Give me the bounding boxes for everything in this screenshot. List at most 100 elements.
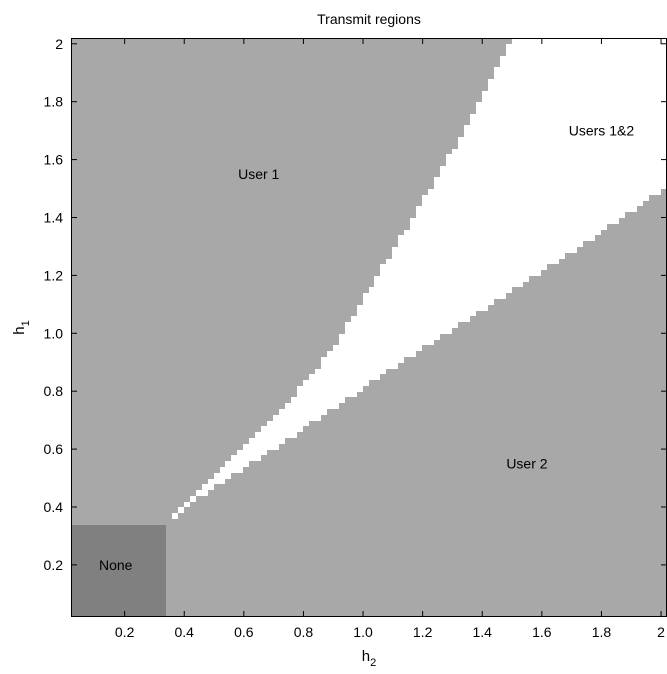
region-cell	[267, 414, 274, 421]
region-cell	[339, 483, 346, 490]
region-cell	[82, 582, 89, 589]
region-cell	[112, 402, 119, 409]
region-cell	[249, 368, 256, 374]
region-cell	[363, 194, 369, 201]
region-cell	[82, 408, 89, 415]
region-cell	[357, 211, 364, 218]
region-cell	[94, 350, 101, 357]
region-cell	[285, 194, 292, 201]
region-cell	[291, 176, 298, 183]
region-cell	[118, 78, 125, 85]
region-cell	[333, 460, 340, 467]
region-cell	[71, 391, 77, 397]
region-cell	[243, 356, 250, 363]
region-cell	[178, 246, 185, 253]
region-cell	[345, 588, 352, 594]
region-cell	[154, 90, 161, 96]
region-cell	[285, 350, 292, 357]
region-cell	[220, 425, 226, 432]
region-cell	[351, 535, 358, 542]
region-cell	[178, 153, 185, 160]
region-cell	[273, 524, 280, 531]
region-cell	[327, 420, 334, 426]
region-cell	[190, 431, 197, 438]
region-cell	[136, 559, 143, 565]
region-cell	[339, 396, 346, 403]
region-cell	[112, 553, 119, 560]
region-cell	[148, 553, 155, 560]
region-cell	[220, 171, 226, 177]
region-cell	[267, 593, 274, 600]
region-cell	[333, 61, 340, 67]
region-cell	[351, 437, 358, 444]
region-cell	[100, 240, 107, 247]
region-cell	[279, 541, 286, 548]
region-cell	[267, 327, 274, 334]
region-cell	[130, 84, 137, 91]
region-cell	[112, 362, 119, 369]
region-cell	[273, 292, 280, 299]
region-cell	[178, 495, 185, 502]
region-cell	[154, 373, 161, 380]
region-cell	[106, 298, 113, 305]
region-cell	[178, 385, 185, 392]
region-cell	[160, 258, 167, 264]
region-cell	[357, 113, 364, 120]
region-cell	[273, 396, 280, 403]
region-cell	[303, 495, 310, 502]
region-cell	[351, 501, 358, 507]
region-cell	[261, 414, 268, 421]
region-cell	[363, 611, 369, 617]
region-cell	[321, 541, 328, 548]
region-cell	[243, 124, 250, 131]
region-cell	[333, 286, 340, 293]
region-cell	[345, 281, 352, 287]
region-cell	[160, 553, 167, 560]
region-cell	[202, 90, 209, 96]
region-cell	[202, 420, 209, 426]
region-cell	[339, 327, 346, 334]
region-cell	[142, 362, 149, 369]
region-cell	[267, 535, 274, 542]
region-cell	[142, 142, 149, 149]
region-cell	[88, 408, 95, 415]
region-cell	[154, 240, 161, 247]
region-cell	[345, 205, 352, 212]
region-cell	[220, 200, 226, 206]
region-cell	[249, 425, 256, 432]
region-cell	[273, 356, 280, 363]
region-cell	[106, 564, 113, 571]
region-cell	[88, 38, 95, 44]
region-cell	[249, 217, 256, 224]
region-cell	[166, 38, 173, 44]
region-cell	[333, 246, 340, 253]
region-cell	[255, 437, 262, 444]
region-cell	[106, 275, 113, 282]
region-cell	[309, 240, 316, 247]
region-cell	[357, 182, 364, 189]
region-cell	[208, 420, 215, 426]
region-cell	[130, 437, 137, 444]
region-cell	[148, 420, 155, 426]
region-cell	[118, 454, 125, 461]
region-cell	[297, 211, 304, 218]
region-cell	[237, 292, 244, 299]
region-cell	[255, 281, 262, 287]
region-cell	[315, 541, 322, 548]
region-cell	[261, 136, 268, 143]
region-cell	[363, 518, 369, 525]
region-cell	[106, 200, 113, 206]
region-cell	[363, 142, 369, 149]
region-cell	[112, 107, 119, 114]
region-cell	[71, 588, 77, 594]
region-cell	[214, 240, 220, 247]
region-cell	[339, 61, 346, 67]
region-cell	[231, 269, 238, 276]
region-cell	[357, 518, 364, 525]
region-cell	[154, 101, 161, 108]
region-cell	[124, 49, 131, 56]
region-cell	[214, 55, 220, 62]
region-cell	[71, 171, 77, 177]
region-cell	[261, 229, 268, 235]
region-cell	[225, 588, 232, 594]
